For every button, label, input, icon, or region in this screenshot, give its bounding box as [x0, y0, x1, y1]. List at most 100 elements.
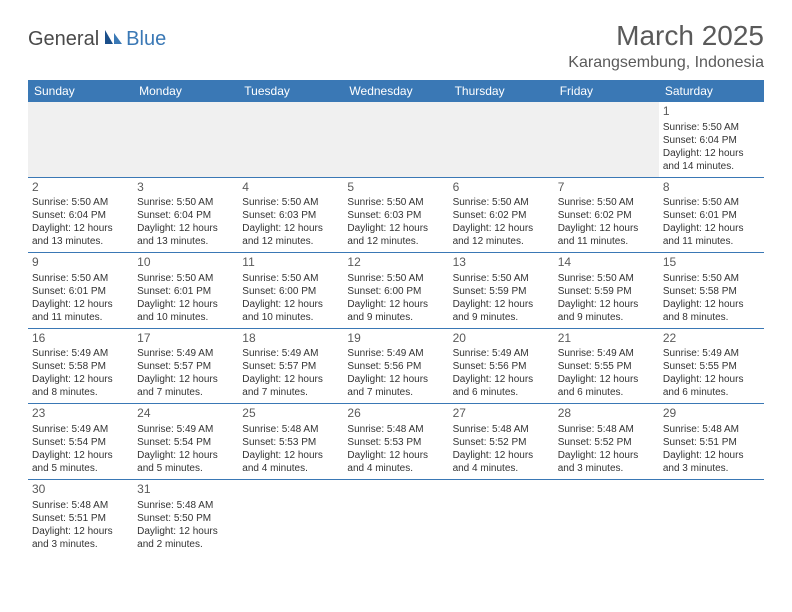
day-number: 7	[558, 180, 655, 196]
day-details: Sunrise: 5:50 AMSunset: 6:01 PMDaylight:…	[32, 272, 129, 324]
day-header: Monday	[133, 80, 238, 102]
day-number: 6	[453, 180, 550, 196]
day-number: 31	[137, 482, 234, 498]
day-cell: 11Sunrise: 5:50 AMSunset: 6:00 PMDayligh…	[238, 253, 343, 329]
day-details: Sunrise: 5:50 AMSunset: 6:04 PMDaylight:…	[137, 196, 234, 248]
day-details: Sunrise: 5:50 AMSunset: 5:59 PMDaylight:…	[558, 272, 655, 324]
calendar-table: SundayMondayTuesdayWednesdayThursdayFrid…	[28, 80, 764, 555]
day-cell	[343, 102, 448, 177]
day-number: 25	[242, 406, 339, 422]
day-number: 22	[663, 331, 760, 347]
logo-text-general: General	[28, 28, 99, 51]
day-header: Saturday	[659, 80, 764, 102]
day-details: Sunrise: 5:50 AMSunset: 6:03 PMDaylight:…	[242, 196, 339, 248]
day-number: 28	[558, 406, 655, 422]
day-cell: 27Sunrise: 5:48 AMSunset: 5:52 PMDayligh…	[449, 404, 554, 480]
day-details: Sunrise: 5:48 AMSunset: 5:53 PMDaylight:…	[347, 423, 444, 475]
day-number: 12	[347, 255, 444, 271]
day-details: Sunrise: 5:48 AMSunset: 5:52 PMDaylight:…	[453, 423, 550, 475]
day-cell: 17Sunrise: 5:49 AMSunset: 5:57 PMDayligh…	[133, 328, 238, 404]
logo: General Blue	[28, 28, 166, 51]
day-details: Sunrise: 5:48 AMSunset: 5:51 PMDaylight:…	[32, 499, 129, 551]
day-details: Sunrise: 5:49 AMSunset: 5:54 PMDaylight:…	[137, 423, 234, 475]
day-details: Sunrise: 5:49 AMSunset: 5:56 PMDaylight:…	[453, 347, 550, 399]
day-cell: 29Sunrise: 5:48 AMSunset: 5:51 PMDayligh…	[659, 404, 764, 480]
day-number: 3	[137, 180, 234, 196]
day-header: Tuesday	[238, 80, 343, 102]
day-number: 9	[32, 255, 129, 271]
day-number: 15	[663, 255, 760, 271]
day-cell: 5Sunrise: 5:50 AMSunset: 6:03 PMDaylight…	[343, 177, 448, 253]
day-header: Wednesday	[343, 80, 448, 102]
day-details: Sunrise: 5:49 AMSunset: 5:56 PMDaylight:…	[347, 347, 444, 399]
day-details: Sunrise: 5:50 AMSunset: 6:00 PMDaylight:…	[242, 272, 339, 324]
day-cell	[449, 102, 554, 177]
day-details: Sunrise: 5:50 AMSunset: 6:04 PMDaylight:…	[32, 196, 129, 248]
day-details: Sunrise: 5:50 AMSunset: 6:03 PMDaylight:…	[347, 196, 444, 248]
day-number: 16	[32, 331, 129, 347]
day-cell: 9Sunrise: 5:50 AMSunset: 6:01 PMDaylight…	[28, 253, 133, 329]
day-cell	[28, 102, 133, 177]
day-cell: 1Sunrise: 5:50 AMSunset: 6:04 PMDaylight…	[659, 102, 764, 177]
day-cell: 8Sunrise: 5:50 AMSunset: 6:01 PMDaylight…	[659, 177, 764, 253]
day-number: 23	[32, 406, 129, 422]
day-details: Sunrise: 5:48 AMSunset: 5:50 PMDaylight:…	[137, 499, 234, 551]
day-number: 4	[242, 180, 339, 196]
day-cell: 30Sunrise: 5:48 AMSunset: 5:51 PMDayligh…	[28, 479, 133, 554]
week-row: 30Sunrise: 5:48 AMSunset: 5:51 PMDayligh…	[28, 479, 764, 554]
day-number: 21	[558, 331, 655, 347]
day-number: 20	[453, 331, 550, 347]
day-cell: 7Sunrise: 5:50 AMSunset: 6:02 PMDaylight…	[554, 177, 659, 253]
day-details: Sunrise: 5:50 AMSunset: 5:58 PMDaylight:…	[663, 272, 760, 324]
day-cell: 21Sunrise: 5:49 AMSunset: 5:55 PMDayligh…	[554, 328, 659, 404]
day-cell	[449, 479, 554, 554]
day-cell: 26Sunrise: 5:48 AMSunset: 5:53 PMDayligh…	[343, 404, 448, 480]
day-header: Sunday	[28, 80, 133, 102]
day-cell: 6Sunrise: 5:50 AMSunset: 6:02 PMDaylight…	[449, 177, 554, 253]
day-number: 10	[137, 255, 234, 271]
day-number: 18	[242, 331, 339, 347]
day-cell	[343, 479, 448, 554]
month-title: March 2025	[568, 20, 764, 52]
day-cell: 10Sunrise: 5:50 AMSunset: 6:01 PMDayligh…	[133, 253, 238, 329]
week-row: 1Sunrise: 5:50 AMSunset: 6:04 PMDaylight…	[28, 102, 764, 177]
day-cell: 12Sunrise: 5:50 AMSunset: 6:00 PMDayligh…	[343, 253, 448, 329]
day-number: 17	[137, 331, 234, 347]
day-number: 29	[663, 406, 760, 422]
day-cell: 4Sunrise: 5:50 AMSunset: 6:03 PMDaylight…	[238, 177, 343, 253]
day-details: Sunrise: 5:50 AMSunset: 6:04 PMDaylight:…	[663, 121, 760, 173]
day-cell: 13Sunrise: 5:50 AMSunset: 5:59 PMDayligh…	[449, 253, 554, 329]
day-number: 26	[347, 406, 444, 422]
day-cell: 20Sunrise: 5:49 AMSunset: 5:56 PMDayligh…	[449, 328, 554, 404]
day-cell	[238, 479, 343, 554]
day-cell	[659, 479, 764, 554]
week-row: 9Sunrise: 5:50 AMSunset: 6:01 PMDaylight…	[28, 253, 764, 329]
day-cell: 28Sunrise: 5:48 AMSunset: 5:52 PMDayligh…	[554, 404, 659, 480]
week-row: 23Sunrise: 5:49 AMSunset: 5:54 PMDayligh…	[28, 404, 764, 480]
day-details: Sunrise: 5:48 AMSunset: 5:52 PMDaylight:…	[558, 423, 655, 475]
day-details: Sunrise: 5:49 AMSunset: 5:54 PMDaylight:…	[32, 423, 129, 475]
location: Karangsembung, Indonesia	[568, 54, 764, 72]
day-number: 19	[347, 331, 444, 347]
day-cell	[133, 102, 238, 177]
day-number: 2	[32, 180, 129, 196]
day-header: Thursday	[449, 80, 554, 102]
title-block: March 2025 Karangsembung, Indonesia	[568, 20, 764, 72]
day-details: Sunrise: 5:50 AMSunset: 6:00 PMDaylight:…	[347, 272, 444, 324]
day-cell: 31Sunrise: 5:48 AMSunset: 5:50 PMDayligh…	[133, 479, 238, 554]
day-details: Sunrise: 5:49 AMSunset: 5:55 PMDaylight:…	[663, 347, 760, 399]
day-details: Sunrise: 5:48 AMSunset: 5:53 PMDaylight:…	[242, 423, 339, 475]
day-header-row: SundayMondayTuesdayWednesdayThursdayFrid…	[28, 80, 764, 102]
header: General Blue March 2025 Karangsembung, I…	[28, 20, 764, 72]
day-number: 11	[242, 255, 339, 271]
day-details: Sunrise: 5:49 AMSunset: 5:57 PMDaylight:…	[137, 347, 234, 399]
day-number: 5	[347, 180, 444, 196]
week-row: 2Sunrise: 5:50 AMSunset: 6:04 PMDaylight…	[28, 177, 764, 253]
day-details: Sunrise: 5:50 AMSunset: 6:01 PMDaylight:…	[137, 272, 234, 324]
day-cell: 2Sunrise: 5:50 AMSunset: 6:04 PMDaylight…	[28, 177, 133, 253]
day-details: Sunrise: 5:49 AMSunset: 5:58 PMDaylight:…	[32, 347, 129, 399]
day-cell: 14Sunrise: 5:50 AMSunset: 5:59 PMDayligh…	[554, 253, 659, 329]
day-cell: 19Sunrise: 5:49 AMSunset: 5:56 PMDayligh…	[343, 328, 448, 404]
day-cell: 23Sunrise: 5:49 AMSunset: 5:54 PMDayligh…	[28, 404, 133, 480]
day-details: Sunrise: 5:50 AMSunset: 6:01 PMDaylight:…	[663, 196, 760, 248]
